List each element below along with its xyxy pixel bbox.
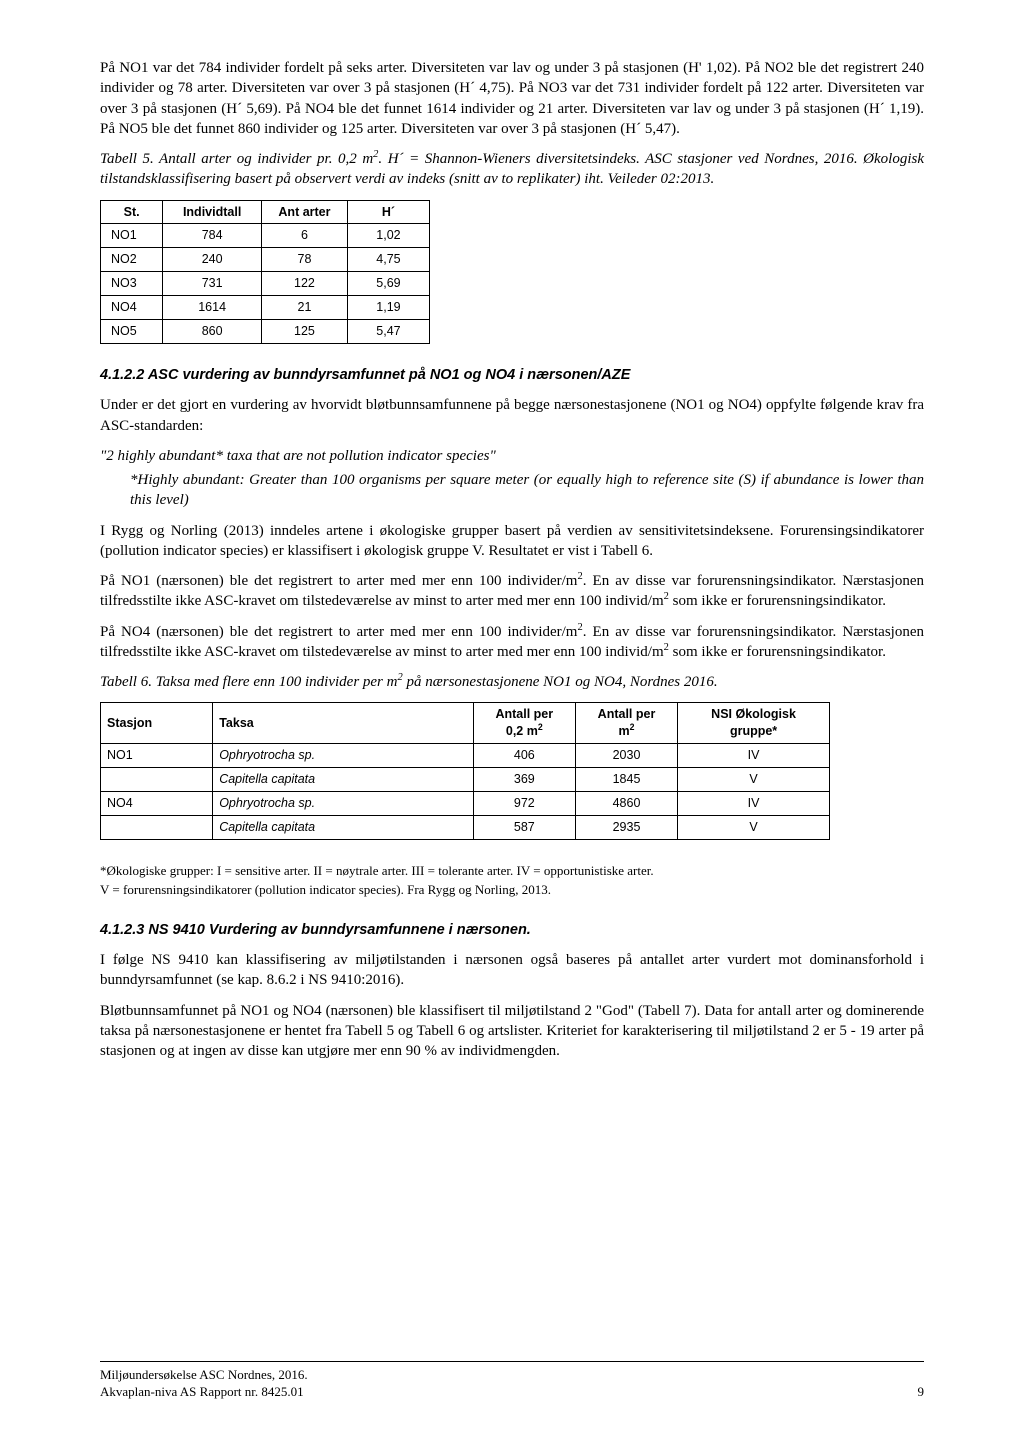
page-number: 9 [918, 1383, 925, 1401]
table-row: Capitella capitata5872935V [101, 815, 830, 839]
para-ns9410-1: I følge NS 9410 kan klassifisering av mi… [100, 950, 924, 991]
t6-h-taksa: Taksa [213, 703, 474, 744]
table-row: NO2240784,75 [101, 248, 430, 272]
asc-quote-main: "2 highly abundant* taxa that are not po… [100, 446, 924, 466]
caption5-part-a: Tabell 5. Antall arter og individer pr. … [100, 151, 373, 167]
para-no4: På NO4 (nærsonen) ble det registrert to … [100, 622, 924, 663]
table5-caption: Tabell 5. Antall arter og individer pr. … [100, 149, 924, 190]
t6-h-per02: Antall per0,2 m2 [473, 703, 575, 744]
table5: St. Individtall Ant arter H´ NO178461,02… [100, 200, 430, 344]
t5-h-h: H´ [347, 200, 429, 224]
table6-caption: Tabell 6. Taksa med flere enn 100 indivi… [100, 672, 924, 692]
table-row: NO41614211,19 [101, 296, 430, 320]
t6-h-nsi: NSI Økologiskgruppe* [678, 703, 830, 744]
table-row: NO178461,02 [101, 224, 430, 248]
table6: Stasjon Taksa Antall per0,2 m2 Antall pe… [100, 702, 830, 839]
asc-quote-footnote: *Highly abundant: Greater than 100 organ… [130, 470, 924, 511]
page-footer: Miljøundersøkelse ASC Nordnes, 2016. Akv… [100, 1361, 924, 1401]
t6-note-1: *Økologiske grupper: I = sensitive arter… [100, 862, 924, 880]
heading-4122: 4.1.2.2 ASC vurdering av bunndyrsamfunne… [100, 366, 924, 386]
t5-h-st: St. [101, 200, 163, 224]
paragraph-intro: På NO1 var det 784 individer fordelt på … [100, 58, 924, 139]
para-asc-intro: Under er det gjort en vurdering av hvorv… [100, 395, 924, 436]
heading-4123: 4.1.2.3 NS 9410 Vurdering av bunndyrsamf… [100, 921, 924, 941]
t5-h-ind: Individtall [163, 200, 262, 224]
table-row: NO4Ophryotrocha sp.9724860IV [101, 791, 830, 815]
table-row: NO37311225,69 [101, 272, 430, 296]
t6-note-2: V = forurensningsindikatorer (pollution … [100, 881, 924, 899]
t6-h-perm: Antall perm2 [575, 703, 677, 744]
t5-h-art: Ant arter [261, 200, 347, 224]
t6-h-stasjon: Stasjon [101, 703, 213, 744]
footer-line-1: Miljøundersøkelse ASC Nordnes, 2016. [100, 1366, 924, 1384]
table-row: NO1Ophryotrocha sp.4062030IV [101, 744, 830, 768]
para-rygg: I Rygg og Norling (2013) inndeles artene… [100, 521, 924, 562]
para-ns9410-2: Bløtbunnsamfunnet på NO1 og NO4 (nærsone… [100, 1001, 924, 1062]
para-no1: På NO1 (nærsonen) ble det registrert to … [100, 571, 924, 612]
table-row: Capitella capitata3691845V [101, 767, 830, 791]
footer-line-2: Akvaplan-niva AS Rapport nr. 8425.01 [100, 1383, 924, 1401]
table-row: NO58601255,47 [101, 319, 430, 343]
